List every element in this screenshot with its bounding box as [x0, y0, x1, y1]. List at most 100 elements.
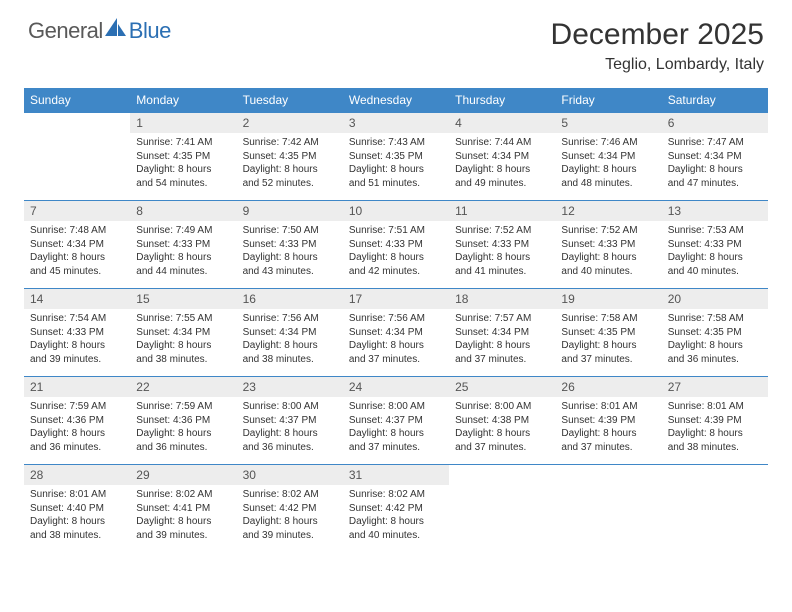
- calendar-cell: 7Sunrise: 7:48 AMSunset: 4:34 PMDaylight…: [24, 201, 130, 289]
- day-detail: Sunrise: 7:43 AMSunset: 4:35 PMDaylight:…: [343, 133, 449, 194]
- day-detail: Sunrise: 7:58 AMSunset: 4:35 PMDaylight:…: [555, 309, 661, 370]
- calendar-cell: 15Sunrise: 7:55 AMSunset: 4:34 PMDayligh…: [130, 289, 236, 377]
- calendar-row: 14Sunrise: 7:54 AMSunset: 4:33 PMDayligh…: [24, 289, 768, 377]
- logo-sail-icon: [103, 16, 127, 43]
- calendar-table: SundayMondayTuesdayWednesdayThursdayFrid…: [24, 88, 768, 553]
- day-detail: Sunrise: 7:52 AMSunset: 4:33 PMDaylight:…: [449, 221, 555, 282]
- calendar-cell: 6Sunrise: 7:47 AMSunset: 4:34 PMDaylight…: [662, 113, 768, 201]
- day-detail: Sunrise: 7:47 AMSunset: 4:34 PMDaylight:…: [662, 133, 768, 194]
- day-detail: Sunrise: 7:49 AMSunset: 4:33 PMDaylight:…: [130, 221, 236, 282]
- calendar-cell: 5Sunrise: 7:46 AMSunset: 4:34 PMDaylight…: [555, 113, 661, 201]
- calendar-cell: 14Sunrise: 7:54 AMSunset: 4:33 PMDayligh…: [24, 289, 130, 377]
- calendar-cell: 21Sunrise: 7:59 AMSunset: 4:36 PMDayligh…: [24, 377, 130, 465]
- day-detail: Sunrise: 8:00 AMSunset: 4:37 PMDaylight:…: [343, 397, 449, 458]
- day-detail: Sunrise: 7:53 AMSunset: 4:33 PMDaylight:…: [662, 221, 768, 282]
- calendar-cell: 25Sunrise: 8:00 AMSunset: 4:38 PMDayligh…: [449, 377, 555, 465]
- day-number: 27: [662, 377, 768, 397]
- day-number: 12: [555, 201, 661, 221]
- day-number: 11: [449, 201, 555, 221]
- calendar-row: 1Sunrise: 7:41 AMSunset: 4:35 PMDaylight…: [24, 113, 768, 201]
- location: Teglio, Lombardy, Italy: [551, 56, 764, 74]
- day-detail: Sunrise: 7:44 AMSunset: 4:34 PMDaylight:…: [449, 133, 555, 194]
- day-detail: Sunrise: 8:01 AMSunset: 4:40 PMDaylight:…: [24, 485, 130, 546]
- day-detail: Sunrise: 8:01 AMSunset: 4:39 PMDaylight:…: [662, 397, 768, 458]
- day-number: 3: [343, 113, 449, 133]
- day-number: 30: [237, 465, 343, 485]
- day-number: 20: [662, 289, 768, 309]
- day-number: 21: [24, 377, 130, 397]
- day-detail: Sunrise: 7:58 AMSunset: 4:35 PMDaylight:…: [662, 309, 768, 370]
- calendar-cell: 18Sunrise: 7:57 AMSunset: 4:34 PMDayligh…: [449, 289, 555, 377]
- weekday-header: Friday: [555, 88, 661, 113]
- day-number: 1: [130, 113, 236, 133]
- day-detail: Sunrise: 7:48 AMSunset: 4:34 PMDaylight:…: [24, 221, 130, 282]
- day-detail: Sunrise: 7:52 AMSunset: 4:33 PMDaylight:…: [555, 221, 661, 282]
- day-number: 7: [24, 201, 130, 221]
- day-detail: Sunrise: 8:02 AMSunset: 4:42 PMDaylight:…: [237, 485, 343, 546]
- day-number: 23: [237, 377, 343, 397]
- day-number: 25: [449, 377, 555, 397]
- weekday-header: Thursday: [449, 88, 555, 113]
- day-number: 15: [130, 289, 236, 309]
- calendar-cell: 20Sunrise: 7:58 AMSunset: 4:35 PMDayligh…: [662, 289, 768, 377]
- calendar-cell: 31Sunrise: 8:02 AMSunset: 4:42 PMDayligh…: [343, 465, 449, 553]
- weekday-header: Wednesday: [343, 88, 449, 113]
- calendar-cell: 17Sunrise: 7:56 AMSunset: 4:34 PMDayligh…: [343, 289, 449, 377]
- calendar-cell: 30Sunrise: 8:02 AMSunset: 4:42 PMDayligh…: [237, 465, 343, 553]
- day-detail: Sunrise: 7:57 AMSunset: 4:34 PMDaylight:…: [449, 309, 555, 370]
- day-detail: Sunrise: 7:51 AMSunset: 4:33 PMDaylight:…: [343, 221, 449, 282]
- month-title: December 2025: [551, 18, 764, 52]
- calendar-row: 21Sunrise: 7:59 AMSunset: 4:36 PMDayligh…: [24, 377, 768, 465]
- weekday-header: Saturday: [662, 88, 768, 113]
- day-detail: Sunrise: 7:41 AMSunset: 4:35 PMDaylight:…: [130, 133, 236, 194]
- day-number: 5: [555, 113, 661, 133]
- day-detail: Sunrise: 7:55 AMSunset: 4:34 PMDaylight:…: [130, 309, 236, 370]
- calendar-cell: [24, 113, 130, 201]
- calendar-cell: 8Sunrise: 7:49 AMSunset: 4:33 PMDaylight…: [130, 201, 236, 289]
- day-detail: Sunrise: 7:42 AMSunset: 4:35 PMDaylight:…: [237, 133, 343, 194]
- calendar-cell: [449, 465, 555, 553]
- day-detail: Sunrise: 7:59 AMSunset: 4:36 PMDaylight:…: [130, 397, 236, 458]
- day-detail: Sunrise: 7:46 AMSunset: 4:34 PMDaylight:…: [555, 133, 661, 194]
- calendar-cell: 10Sunrise: 7:51 AMSunset: 4:33 PMDayligh…: [343, 201, 449, 289]
- day-detail: Sunrise: 7:56 AMSunset: 4:34 PMDaylight:…: [343, 309, 449, 370]
- calendar-cell: 29Sunrise: 8:02 AMSunset: 4:41 PMDayligh…: [130, 465, 236, 553]
- day-number: 4: [449, 113, 555, 133]
- calendar-cell: 11Sunrise: 7:52 AMSunset: 4:33 PMDayligh…: [449, 201, 555, 289]
- day-number: 2: [237, 113, 343, 133]
- day-detail: Sunrise: 8:02 AMSunset: 4:42 PMDaylight:…: [343, 485, 449, 546]
- calendar-cell: 26Sunrise: 8:01 AMSunset: 4:39 PMDayligh…: [555, 377, 661, 465]
- calendar-row: 28Sunrise: 8:01 AMSunset: 4:40 PMDayligh…: [24, 465, 768, 553]
- calendar-cell: 13Sunrise: 7:53 AMSunset: 4:33 PMDayligh…: [662, 201, 768, 289]
- day-number: 14: [24, 289, 130, 309]
- weekday-header-row: SundayMondayTuesdayWednesdayThursdayFrid…: [24, 88, 768, 113]
- calendar-cell: [555, 465, 661, 553]
- calendar-cell: [662, 465, 768, 553]
- calendar-cell: 23Sunrise: 8:00 AMSunset: 4:37 PMDayligh…: [237, 377, 343, 465]
- day-number: 8: [130, 201, 236, 221]
- day-number: 9: [237, 201, 343, 221]
- calendar-row: 7Sunrise: 7:48 AMSunset: 4:34 PMDaylight…: [24, 201, 768, 289]
- day-number: 17: [343, 289, 449, 309]
- day-detail: Sunrise: 7:50 AMSunset: 4:33 PMDaylight:…: [237, 221, 343, 282]
- day-detail: Sunrise: 7:59 AMSunset: 4:36 PMDaylight:…: [24, 397, 130, 458]
- day-number: 10: [343, 201, 449, 221]
- title-block: December 2025 Teglio, Lombardy, Italy: [551, 18, 764, 74]
- day-number: 19: [555, 289, 661, 309]
- day-number: 13: [662, 201, 768, 221]
- calendar-cell: 4Sunrise: 7:44 AMSunset: 4:34 PMDaylight…: [449, 113, 555, 201]
- day-number: 6: [662, 113, 768, 133]
- day-detail: Sunrise: 8:00 AMSunset: 4:37 PMDaylight:…: [237, 397, 343, 458]
- day-detail: Sunrise: 8:02 AMSunset: 4:41 PMDaylight:…: [130, 485, 236, 546]
- calendar-cell: 24Sunrise: 8:00 AMSunset: 4:37 PMDayligh…: [343, 377, 449, 465]
- calendar-cell: 1Sunrise: 7:41 AMSunset: 4:35 PMDaylight…: [130, 113, 236, 201]
- day-number: 16: [237, 289, 343, 309]
- day-number: 22: [130, 377, 236, 397]
- day-number: 28: [24, 465, 130, 485]
- header: General Blue December 2025 Teglio, Lomba…: [0, 0, 792, 78]
- day-detail: Sunrise: 7:56 AMSunset: 4:34 PMDaylight:…: [237, 309, 343, 370]
- calendar-body: 1Sunrise: 7:41 AMSunset: 4:35 PMDaylight…: [24, 113, 768, 553]
- weekday-header: Tuesday: [237, 88, 343, 113]
- calendar-cell: 12Sunrise: 7:52 AMSunset: 4:33 PMDayligh…: [555, 201, 661, 289]
- day-detail: Sunrise: 8:00 AMSunset: 4:38 PMDaylight:…: [449, 397, 555, 458]
